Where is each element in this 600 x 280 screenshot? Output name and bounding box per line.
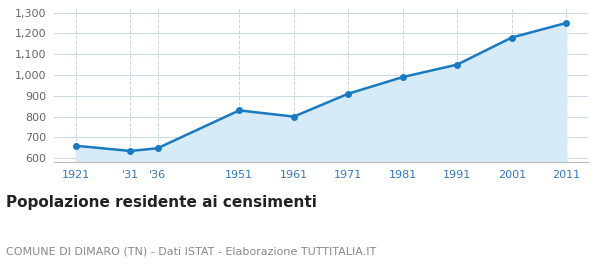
Text: COMUNE DI DIMARO (TN) - Dati ISTAT - Elaborazione TUTTITALIA.IT: COMUNE DI DIMARO (TN) - Dati ISTAT - Ela… (6, 247, 376, 257)
Text: Popolazione residente ai censimenti: Popolazione residente ai censimenti (6, 195, 317, 210)
